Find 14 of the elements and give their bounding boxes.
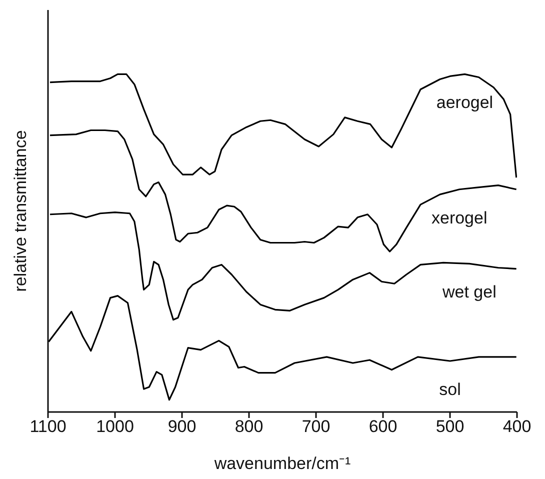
series-label: sol [439, 380, 461, 399]
x-axis-title: wavenumber/cm⁻¹ [213, 454, 352, 473]
series-label: xerogel [431, 208, 488, 228]
series-label: wet gel [441, 282, 496, 302]
x-tick-label: 700 [302, 417, 330, 436]
x-tick-label: 800 [234, 417, 264, 436]
x-tick-label: 600 [368, 417, 398, 436]
series-label: aerogel [436, 93, 494, 112]
y-axis-title: relative transmittance [11, 130, 30, 292]
x-tick-label: 500 [436, 417, 464, 436]
x-tick-label: 1000 [96, 417, 134, 436]
x-tick-label: 1100 [30, 417, 66, 436]
x-tick-label: 900 [168, 417, 196, 436]
x-tick-label: 400 [502, 417, 532, 436]
